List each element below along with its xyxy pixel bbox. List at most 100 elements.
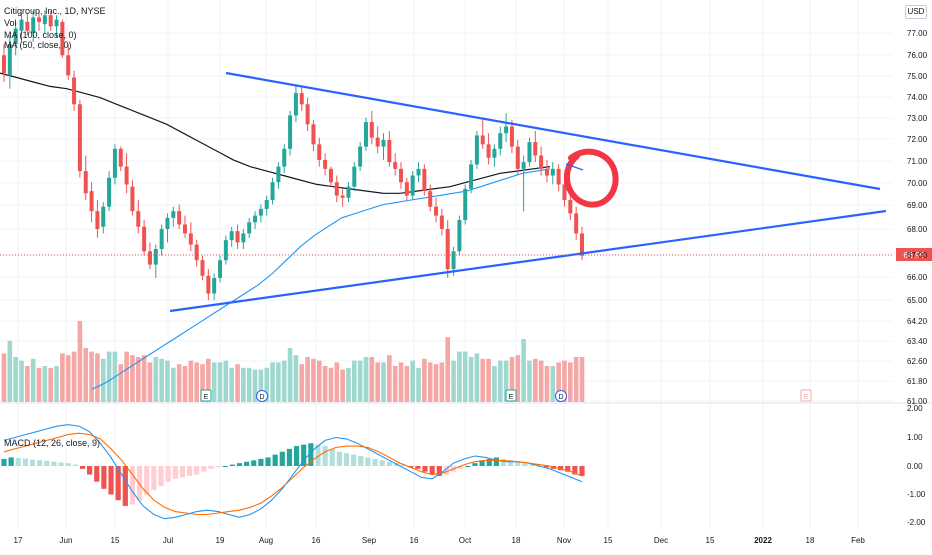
macd-histogram-bar (222, 466, 228, 467)
volume-bar (241, 367, 246, 402)
volume-bar (42, 366, 48, 402)
candle-body (515, 146, 520, 169)
macd-histogram-bar (108, 466, 114, 495)
earnings-marker[interactable]: E (200, 389, 212, 402)
volume-bar (311, 358, 316, 402)
current-price-label: 66.99 (903, 250, 925, 260)
symbol-legend[interactable]: Citigroup, Inc., 1D, NYSE (4, 6, 106, 16)
volume-bar (416, 367, 421, 402)
dividend-marker[interactable]: D (256, 390, 268, 402)
volume-bar (515, 355, 521, 402)
volume-bar (13, 357, 18, 402)
earnings-marker[interactable]: E (800, 389, 812, 402)
dividend-marker[interactable]: D (555, 390, 567, 402)
macd-histogram-bar (358, 456, 364, 466)
candle-body (474, 135, 479, 165)
candle-body (206, 275, 211, 294)
macd-histogram-bar (179, 466, 185, 478)
price-tick-label: 61.80 (907, 377, 928, 386)
macd-histogram-bar (458, 466, 464, 469)
volume-bar (147, 362, 153, 402)
volume-bar (556, 362, 561, 402)
candle-body (188, 233, 193, 245)
time-tick-label: 15 (111, 536, 120, 545)
macd-histogram-bar (15, 458, 21, 466)
price-tick-label: 68.00 (907, 225, 928, 234)
macd-histogram-bar (293, 446, 300, 466)
candle-body (311, 124, 316, 145)
currency-badge[interactable]: USD (905, 5, 927, 19)
macd-histogram-bar (429, 466, 435, 475)
volume-series (1, 321, 585, 402)
macd-histogram-bar (22, 458, 29, 466)
macd-tick-label: -1.00 (907, 490, 926, 499)
macd-histogram-bar (101, 466, 107, 489)
volume-bar (562, 360, 567, 402)
candle-body (89, 191, 94, 212)
macd-histogram-bar (236, 463, 243, 466)
price-axis[interactable]: 77.00 76.00 75.00 74.00 73.00 72.00 71.00 70.00… (907, 29, 928, 406)
candle-body (31, 17, 36, 33)
macd-histogram-bar (386, 461, 392, 466)
macd-axis[interactable]: 2.00 1.00 0.00 -1.00 -2.00 (907, 404, 926, 527)
candle-body (352, 166, 357, 187)
candle-body (247, 222, 252, 234)
time-tick-label: 16 (312, 536, 321, 545)
volume-bar (65, 355, 71, 402)
macd-histogram-bar (58, 462, 64, 466)
candle-body (83, 171, 88, 194)
earnings-marker[interactable]: E (505, 389, 517, 402)
time-tick-label: Dec (654, 536, 668, 545)
volume-bar (36, 367, 42, 402)
macd-histogram-bar (515, 461, 521, 466)
volume-legend[interactable]: Vol (4, 18, 17, 28)
volume-bar (492, 366, 497, 402)
volume-bar (352, 360, 357, 402)
support-trendline[interactable] (169, 209, 887, 313)
candle-body (77, 104, 82, 172)
ma100-legend[interactable]: MA (100, close, 0) (4, 30, 77, 40)
marker-label: D (259, 394, 264, 401)
volume-bar (328, 367, 334, 402)
volume-bar (217, 362, 223, 402)
price-tick-label: 77.00 (907, 29, 928, 38)
candle-body (235, 231, 240, 243)
volume-bar (100, 358, 106, 402)
candle-body (66, 55, 71, 76)
candle-body (445, 228, 450, 270)
macd-histogram-bar (508, 460, 514, 466)
price-tick-label: 74.00 (907, 93, 928, 102)
time-tick-label: Oct (459, 536, 472, 545)
volume-bar (422, 358, 427, 402)
macd-legend[interactable]: MACD (12, 26, close, 9) (4, 438, 101, 448)
price-tick-label: 76.00 (907, 51, 928, 60)
volume-bar (194, 362, 199, 402)
candle-body (136, 211, 141, 227)
time-axis[interactable]: 17 Jun 15 Jul 19 Aug 16 Sep 16 Oct 18 Nov 15 Dec 15 202… (14, 536, 866, 545)
volume-bar (77, 321, 83, 402)
price-tick-label: 70.00 (907, 179, 928, 188)
macd-histogram-bar (308, 443, 314, 466)
volume-bar (363, 357, 369, 402)
volume-bar (445, 337, 451, 402)
ma50-legend[interactable]: MA (50, close, 0) (4, 40, 72, 50)
macd-histogram-bar (272, 454, 278, 466)
candle-body (463, 188, 468, 221)
macd-histogram-bar (529, 464, 535, 466)
resistance-trendline[interactable] (225, 71, 881, 191)
candle-body (72, 77, 77, 105)
time-tick-label: Jun (60, 536, 73, 545)
time-tick-label: Jul (163, 536, 173, 545)
candle-body (212, 277, 217, 294)
volume-bar (439, 362, 445, 402)
candle-body (241, 233, 246, 243)
volume-bar (276, 362, 281, 402)
macd-histogram-bar (194, 466, 200, 475)
time-tick-label: 16 (410, 536, 419, 545)
macd-histogram-bar (301, 444, 307, 466)
candle-body (7, 44, 12, 76)
volume-bar (568, 362, 573, 402)
